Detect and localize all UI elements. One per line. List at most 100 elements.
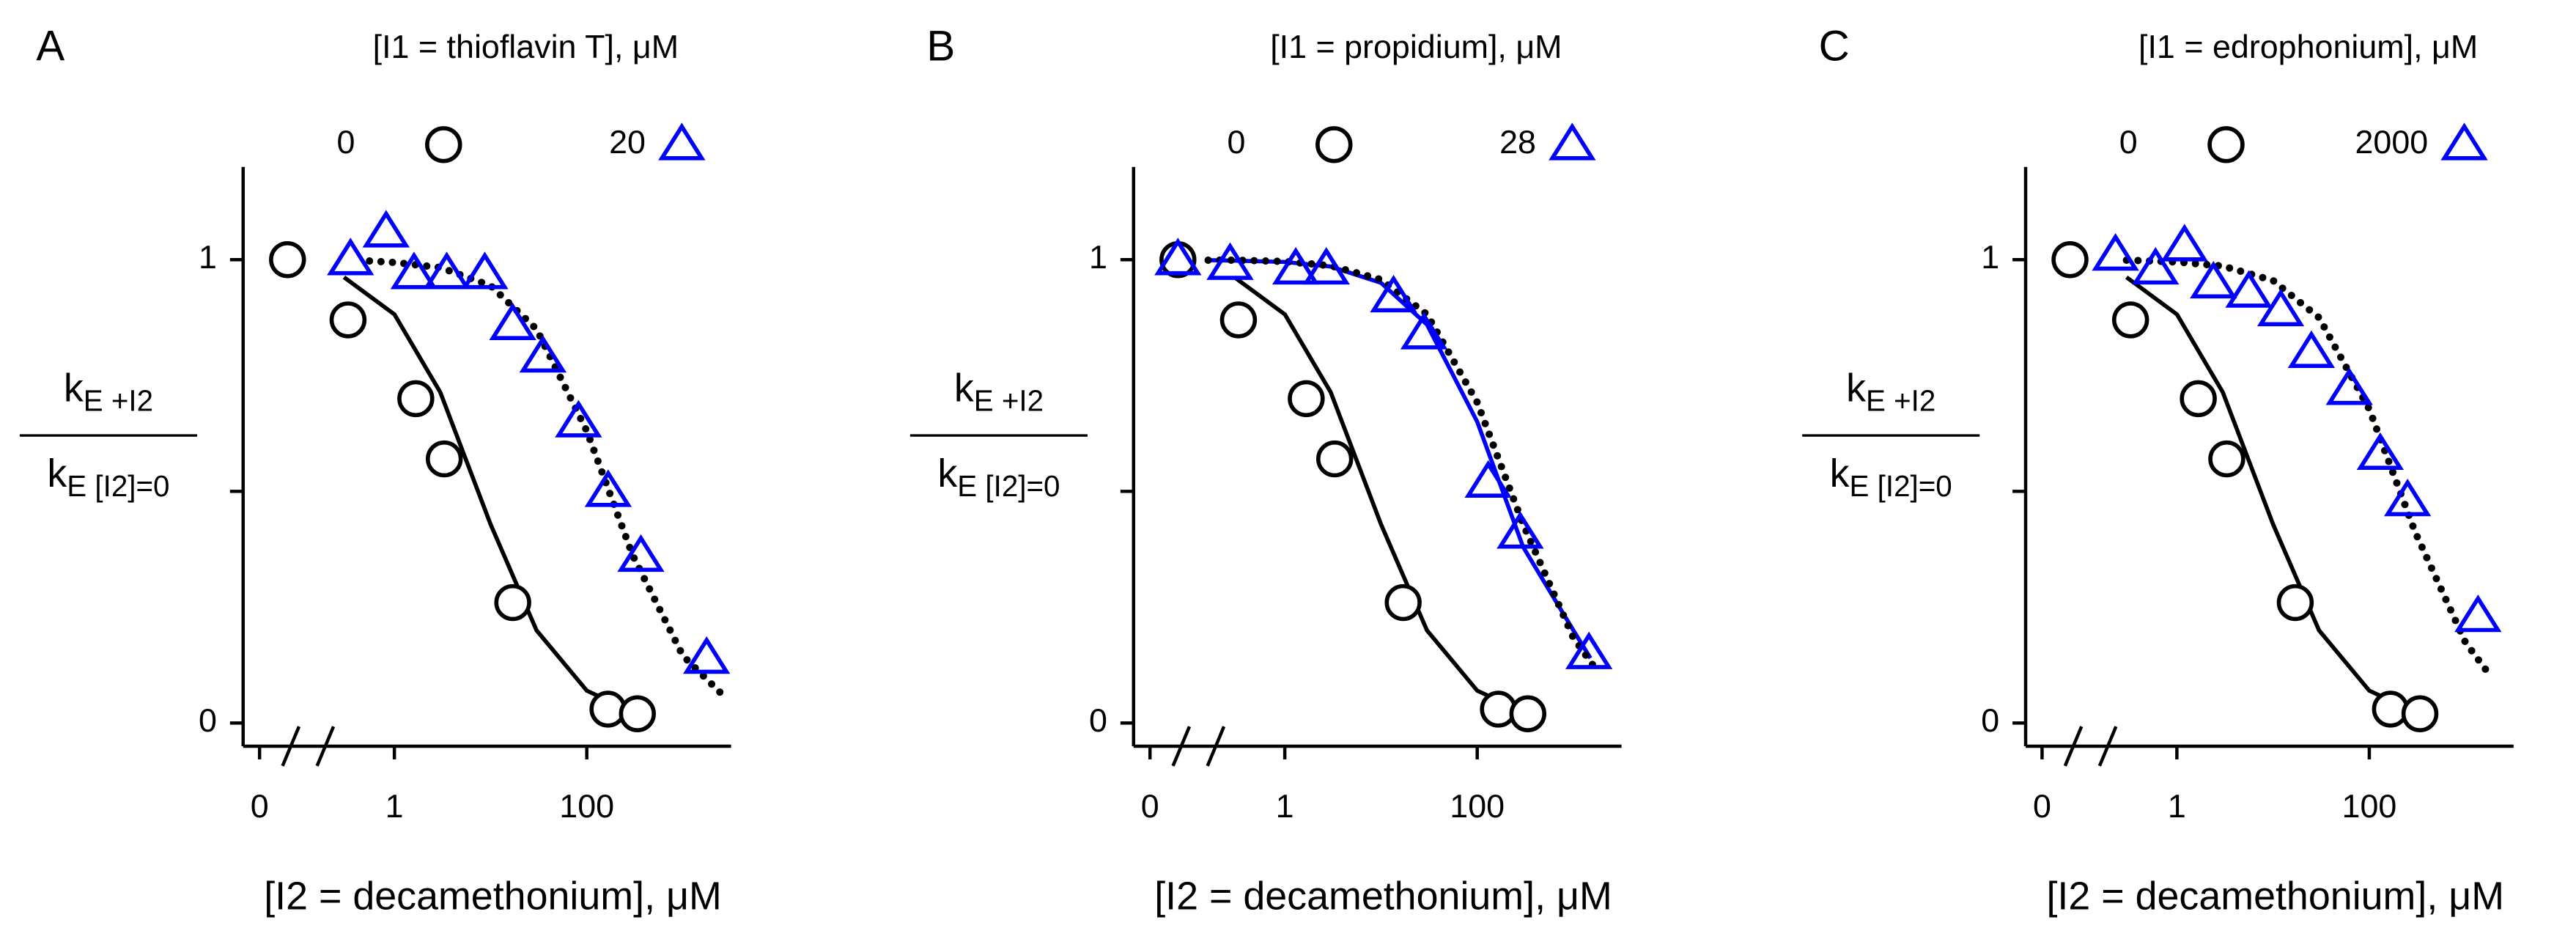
- data-point: [555, 399, 602, 438]
- y-label-numerator: kE +I2: [954, 367, 1044, 417]
- data-point: [2454, 594, 2502, 633]
- y-label-denominator: kE [I2]=0: [1830, 452, 1952, 502]
- data-point: [1400, 312, 1448, 350]
- y-label-part: k: [1846, 367, 1866, 410]
- data-point: [617, 534, 665, 572]
- data-point: [1370, 274, 1417, 313]
- data-point: [2225, 270, 2273, 308]
- y-label-numerator: kE +I2: [1846, 367, 1935, 417]
- x-tick-label: 1: [385, 787, 404, 825]
- data-point: [2051, 241, 2089, 279]
- data-point: [2356, 432, 2405, 471]
- data-point: [682, 636, 731, 674]
- data-point: [489, 302, 536, 341]
- data-point: [1464, 460, 1512, 498]
- x-tick-label: 100: [559, 787, 614, 825]
- y-label-part: k: [64, 367, 84, 410]
- data-point: [584, 469, 632, 507]
- y-tick-label: 1: [1981, 238, 1999, 276]
- data-point: [1565, 631, 1613, 669]
- data-point: [2160, 224, 2208, 262]
- axis-break: [1171, 726, 1192, 767]
- data-point: [1272, 246, 1320, 285]
- axis-break: [2063, 726, 2084, 767]
- fit-curve: [366, 257, 726, 698]
- legend-label: 0: [337, 123, 355, 161]
- legend-label: 0: [2119, 123, 2138, 161]
- data-point: [1206, 242, 1254, 280]
- data-point: [2208, 440, 2245, 478]
- y-tick-label: 1: [1089, 238, 1107, 276]
- data-point: [2180, 380, 2217, 418]
- y-label-sub: E +I2: [84, 383, 153, 417]
- data-point: [397, 380, 435, 418]
- data-point: [2372, 691, 2410, 728]
- panel: A [I1 = thioflavin T], μM 0 1 0 1 100 [I2 = dec…: [19, 23, 731, 918]
- y-label-sub: E +I2: [1866, 383, 1935, 417]
- y-label-part: k: [1830, 452, 1850, 496]
- legend-marker: [2440, 122, 2488, 161]
- axis-break: [1206, 726, 1226, 767]
- data-point: [589, 691, 627, 728]
- data-point: [2401, 695, 2439, 732]
- y-label-denominator: kE [I2]=0: [937, 452, 1060, 502]
- y-label-sub: E +I2: [974, 383, 1044, 417]
- legend-title: [I1 = propidium], μM: [1270, 28, 1562, 65]
- axis-break: [315, 726, 336, 767]
- x-tick-label: 0: [1141, 787, 1159, 825]
- fit-curve: [342, 275, 654, 718]
- y-tick-label: 0: [1981, 702, 1999, 739]
- x-tick-label: 1: [1276, 787, 1294, 825]
- y-label-part: k: [47, 452, 67, 496]
- data-point: [269, 241, 306, 279]
- data-point: [1480, 691, 1517, 728]
- data-point: [1302, 246, 1350, 285]
- x-axis-label: [I2 = decamethonium], μM: [1154, 874, 1612, 918]
- data-point: [1384, 583, 1422, 622]
- legend-title: [I1 = edrophonium], μM: [2138, 28, 2478, 65]
- legend-marker: [425, 126, 462, 163]
- data-point: [519, 335, 567, 373]
- fit-curve: [2125, 275, 2437, 718]
- y-tick-label: 0: [199, 702, 217, 739]
- data-point: [362, 210, 410, 248]
- data-point: [2276, 583, 2314, 622]
- panel-label: C: [1819, 23, 1850, 70]
- x-tick-label: 100: [2342, 787, 2397, 825]
- legend-label: 20: [609, 123, 646, 161]
- x-tick-label: 0: [251, 787, 269, 825]
- data-point: [1509, 695, 1547, 732]
- y-label-part: k: [937, 452, 957, 496]
- panel: C [I1 = edrophonium], μM 0 1 0 1 100 [I2 = deca…: [1802, 23, 2514, 918]
- x-axis-label: [I2 = decamethonium], μM: [264, 874, 722, 918]
- y-label-sub: E [I2]=0: [1850, 468, 1952, 502]
- x-tick-label: 100: [1450, 787, 1505, 825]
- legend-marker: [1315, 126, 1353, 163]
- legend-label: 0: [1228, 123, 1246, 161]
- axis-break: [281, 726, 301, 767]
- data-point: [423, 251, 470, 290]
- legend-label: 28: [1499, 123, 1536, 161]
- y-label-denominator: kE [I2]=0: [47, 452, 169, 502]
- legend-marker: [2207, 126, 2245, 163]
- panel: B [I1 = propidium], μM 0 1 0 1 100 [I2 = decame…: [909, 23, 1622, 918]
- x-tick-label: 1: [2168, 787, 2186, 825]
- data-point: [2092, 232, 2139, 271]
- y-label-sub: E [I2]=0: [67, 468, 169, 502]
- y-tick-label: 1: [199, 238, 217, 276]
- legend-title: [I1 = thioflavin T], μM: [373, 28, 679, 65]
- fit-curve: [2122, 256, 2492, 676]
- data-point: [2287, 330, 2336, 368]
- data-point: [1496, 511, 1544, 549]
- axis-break: [2097, 726, 2118, 767]
- data-point: [1315, 440, 1354, 478]
- data-point: [2132, 246, 2180, 285]
- x-axis-label: [I2 = decamethonium], μM: [2046, 874, 2504, 918]
- panel-label: B: [926, 23, 955, 70]
- data-point: [619, 695, 657, 732]
- data-point: [1219, 301, 1258, 339]
- y-tick-label: 0: [1089, 702, 1107, 739]
- data-point: [1154, 237, 1202, 276]
- data-point: [2383, 479, 2432, 517]
